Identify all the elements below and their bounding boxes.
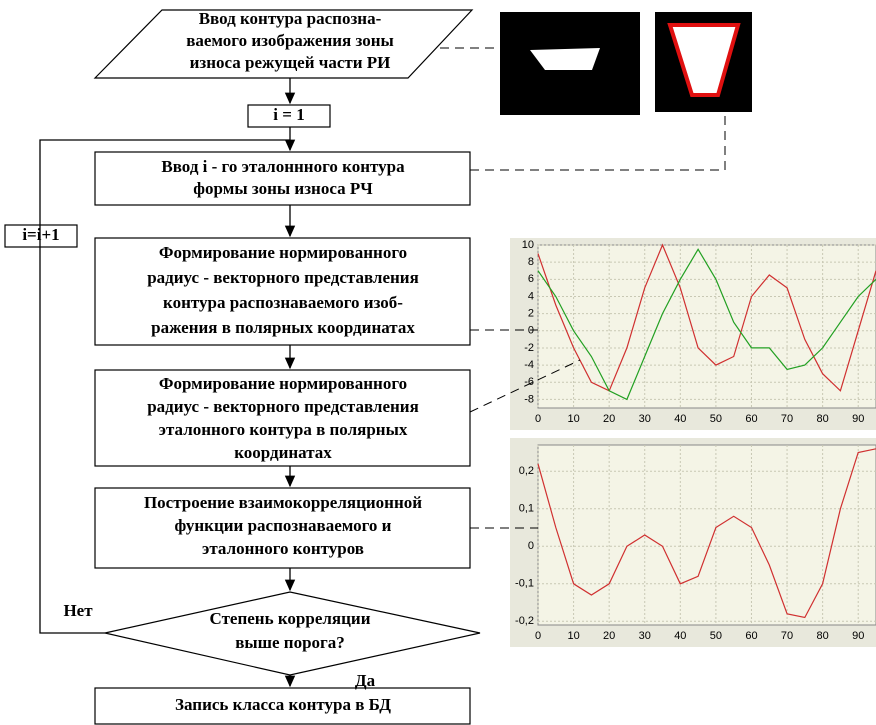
x-tick-label: 30 <box>639 413 651 425</box>
node-text: Ввод i - го эталоннного контура <box>161 157 405 176</box>
x-tick-label: 40 <box>674 413 686 425</box>
node-text: i = 1 <box>273 105 304 124</box>
node-text: Степень корреляции <box>210 609 371 628</box>
node-text: Формирование нормированного <box>159 243 407 262</box>
y-tick-label: -4 <box>524 359 534 371</box>
node-text: выше порога? <box>235 633 345 652</box>
node-text: ражения в полярных координатах <box>151 318 415 337</box>
x-tick-label: 90 <box>852 413 864 425</box>
y-tick-label: -2 <box>524 342 534 354</box>
y-tick-label: 0,2 <box>519 465 534 477</box>
x-tick-label: 20 <box>603 630 615 642</box>
flowchart: Ввод контура распозна-ваемого изображени… <box>0 0 876 725</box>
y-tick-label: 0 <box>528 325 534 337</box>
plot-area <box>538 245 876 408</box>
node-text: контура распознаваемого изоб- <box>163 293 403 312</box>
x-tick-label: 10 <box>567 413 579 425</box>
y-tick-label: 6 <box>528 273 534 285</box>
node-text: координатах <box>234 443 332 462</box>
plot-area <box>538 445 876 625</box>
node-text: эталонного контуров <box>202 539 364 558</box>
node-text: радиус - векторного представления <box>147 268 419 287</box>
x-tick-label: 60 <box>745 630 757 642</box>
y-tick-label: 10 <box>522 239 534 251</box>
x-tick-label: 70 <box>781 630 793 642</box>
y-tick-label: 8 <box>528 256 534 268</box>
y-tick-label: -0,1 <box>515 578 534 590</box>
y-tick-label: -0,2 <box>515 615 534 627</box>
node-text: радиус - векторного представления <box>147 397 419 416</box>
node-text: износа режущей части РИ <box>190 53 391 72</box>
x-tick-label: 40 <box>674 630 686 642</box>
node-text: Ввод контура распозна- <box>199 9 382 28</box>
x-tick-label: 70 <box>781 413 793 425</box>
no-label: Нет <box>63 601 93 620</box>
y-tick-label: -8 <box>524 393 534 405</box>
x-tick-label: 60 <box>745 413 757 425</box>
y-tick-label: 2 <box>528 308 534 320</box>
y-tick-label: 0 <box>528 540 534 552</box>
x-tick-label: 80 <box>817 413 829 425</box>
node-text: формы зоны износа РЧ <box>193 179 373 198</box>
node-text: эталонного контура в полярных <box>159 420 408 439</box>
x-tick-label: 0 <box>535 413 541 425</box>
node-text: функции распознаваемого и <box>175 516 392 535</box>
x-tick-label: 20 <box>603 413 615 425</box>
y-tick-label: -6 <box>524 376 534 388</box>
node-text: ваемого изображения зоны <box>186 31 394 50</box>
x-tick-label: 80 <box>817 630 829 642</box>
x-tick-label: 0 <box>535 630 541 642</box>
x-tick-label: 50 <box>710 413 722 425</box>
y-tick-label: 0,1 <box>519 503 534 515</box>
node-text: Запись класса контура в БД <box>175 695 391 714</box>
x-tick-label: 90 <box>852 630 864 642</box>
x-tick-label: 10 <box>567 630 579 642</box>
node-text: Построение взаимокорреляционной <box>144 493 422 512</box>
node-text: Формирование нормированного <box>159 374 407 393</box>
loop-label: i=i+1 <box>22 225 59 244</box>
x-tick-label: 30 <box>639 630 651 642</box>
y-tick-label: 4 <box>528 290 534 302</box>
x-tick-label: 50 <box>710 630 722 642</box>
yes-label: Да <box>355 671 376 690</box>
